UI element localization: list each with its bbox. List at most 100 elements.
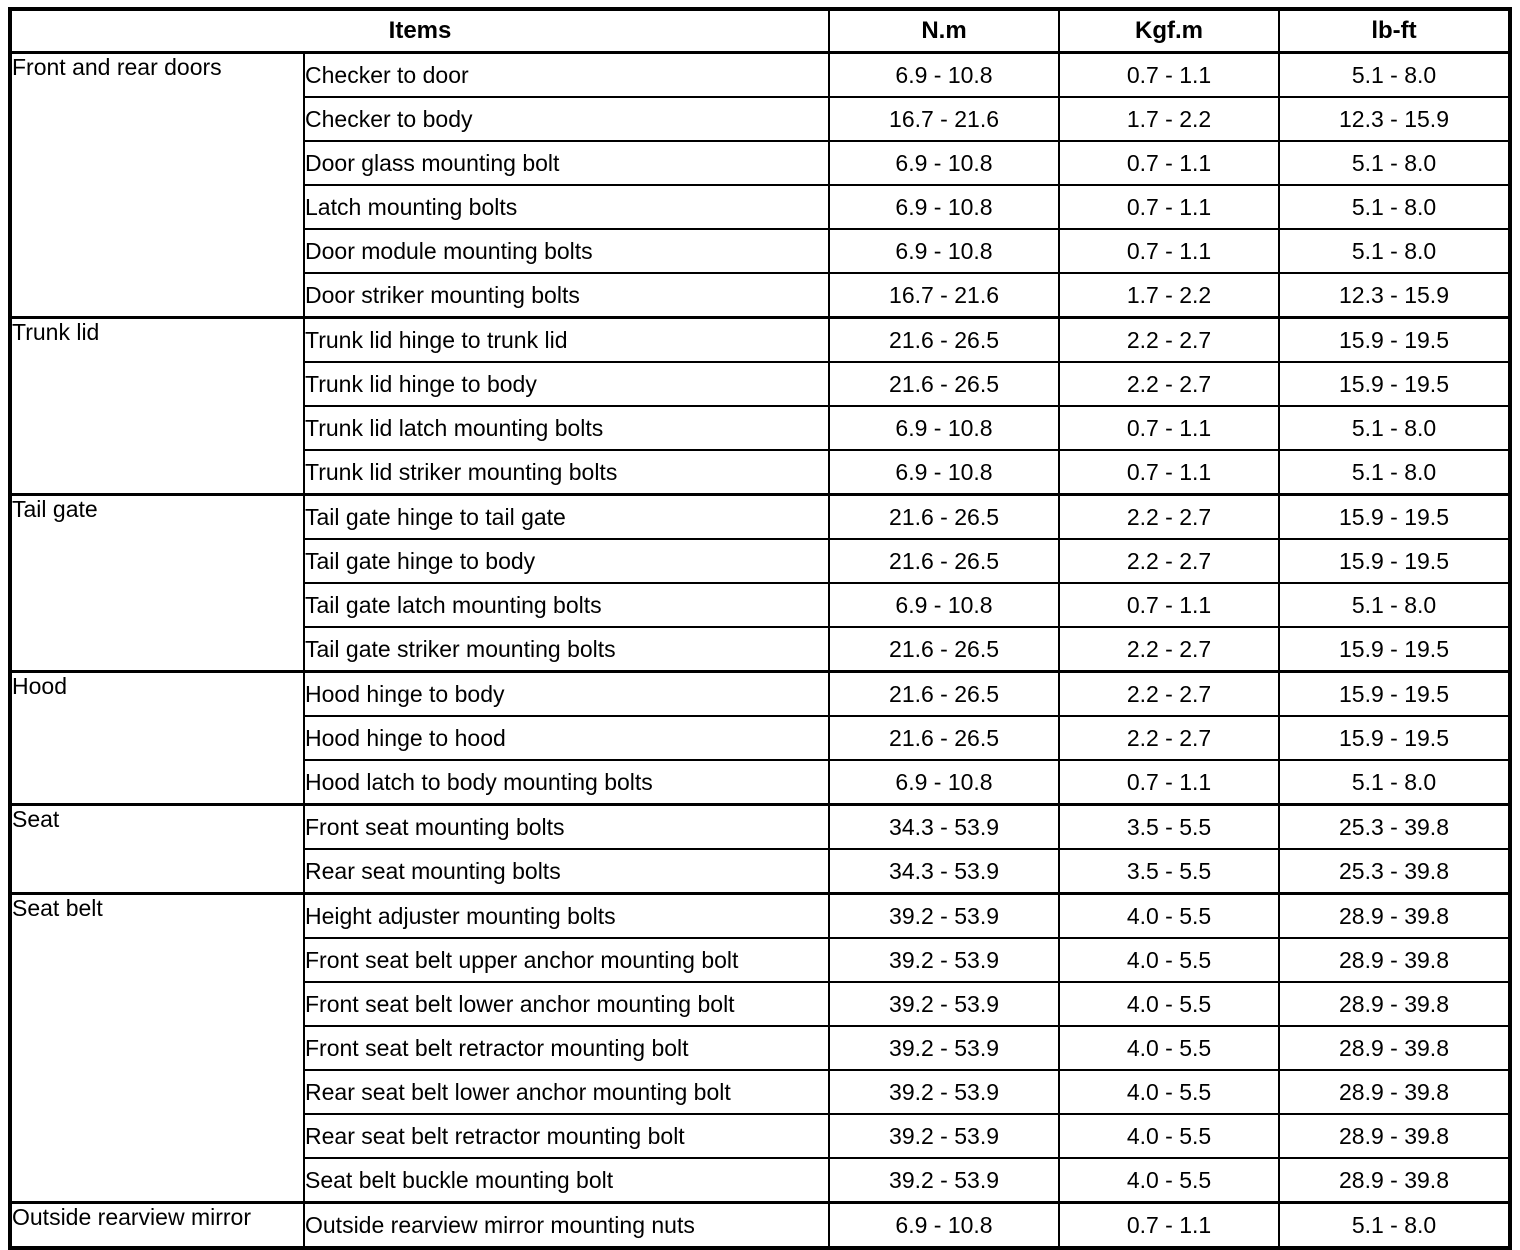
- nm-value: 21.6 - 26.5: [828, 670, 1061, 717]
- item-cell: Hood hinge to body: [302, 670, 831, 717]
- table-row: Tail gate hinge to body 21.6 - 26.5 2.2 - …: [10, 538, 1511, 584]
- kgfm-value: 2.2 - 2.7: [1058, 316, 1281, 363]
- kgfm-value: 4.0 - 5.5: [1058, 937, 1281, 983]
- nm-value: 6.9 - 10.8: [828, 51, 1061, 98]
- lbft-value: 5.1 - 8.0: [1278, 51, 1511, 98]
- item-cell: Door glass mounting bolt: [302, 140, 831, 186]
- lbft-value: 15.9 - 19.5: [1278, 538, 1511, 584]
- item-cell: Front seat mounting bolts: [302, 803, 831, 850]
- kgfm-value: 4.0 - 5.5: [1058, 1025, 1281, 1071]
- item-cell: Seat belt buckle mounting bolt: [302, 1157, 831, 1204]
- item-cell: Rear seat belt retractor mounting bolt: [302, 1113, 831, 1159]
- kgfm-value: 2.2 - 2.7: [1058, 715, 1281, 761]
- lbft-value: 15.9 - 19.5: [1278, 670, 1511, 717]
- lbft-value: 28.9 - 39.8: [1278, 1069, 1511, 1115]
- table-row: Front seat belt retractor mounting bolt 3…: [10, 1025, 1511, 1071]
- lbft-value: 28.9 - 39.8: [1278, 1025, 1511, 1071]
- nm-value: 16.7 - 21.6: [828, 96, 1061, 142]
- table-row: Trunk lid hinge to body 21.6 - 26.5 2.2 - …: [10, 361, 1511, 407]
- table-row: Rear seat mounting bolts 34.3 - 53.9 3.5 -…: [10, 848, 1511, 895]
- table-body: Front and rear doors Checker to door 6.9 -…: [9, 51, 1511, 1249]
- lbft-value: 15.9 - 19.5: [1278, 316, 1511, 363]
- kgfm-value: 0.7 - 1.1: [1058, 759, 1281, 806]
- lbft-value: 28.9 - 39.8: [1278, 937, 1511, 983]
- nm-value: 39.2 - 53.9: [828, 892, 1061, 939]
- table-row: Outside rearview mirror Outside rearview …: [9, 1201, 1511, 1249]
- nm-value: 21.6 - 26.5: [828, 626, 1061, 673]
- item-cell: Height adjuster mounting bolts: [302, 892, 831, 939]
- lbft-value: 15.9 - 19.5: [1278, 626, 1511, 673]
- lbft-value: 25.3 - 39.8: [1278, 803, 1511, 850]
- header-row: Items N.m Kgf.m lb-ft: [8, 8, 1511, 54]
- nm-value: 21.6 - 26.5: [828, 538, 1061, 584]
- nm-value: 6.9 - 10.8: [828, 405, 1061, 451]
- table-row: Hood hinge to hood 21.6 - 26.5 2.2 - 2.7 15…: [10, 715, 1511, 761]
- torque-spec-table: Items N.m Kgf.m lb-ft Front and rear doo…: [8, 7, 1512, 1250]
- nm-value: 39.2 - 53.9: [828, 981, 1061, 1027]
- header-lbft: lb-ft: [1278, 8, 1511, 54]
- lbft-value: 28.9 - 39.8: [1278, 1157, 1511, 1204]
- nm-value: 6.9 - 10.8: [828, 228, 1061, 274]
- nm-value: 21.6 - 26.5: [828, 316, 1061, 363]
- kgfm-value: 0.7 - 1.1: [1058, 582, 1281, 628]
- kgfm-value: 2.2 - 2.7: [1058, 493, 1281, 540]
- nm-value: 16.7 - 21.6: [828, 272, 1061, 319]
- item-cell: Door striker mounting bolts: [302, 272, 831, 319]
- item-cell: Checker to door: [302, 51, 831, 98]
- nm-value: 39.2 - 53.9: [828, 937, 1061, 983]
- table-row: Tail gate latch mounting bolts 6.9 - 10.8…: [10, 582, 1511, 628]
- category-cell: Tail gate: [9, 493, 305, 673]
- item-cell: Door module mounting bolts: [302, 228, 831, 274]
- lbft-value: 5.1 - 8.0: [1278, 140, 1511, 186]
- kgfm-value: 4.0 - 5.5: [1058, 1157, 1281, 1204]
- kgfm-value: 4.0 - 5.5: [1058, 892, 1281, 939]
- table-row: Door glass mounting bolt 6.9 - 10.8 0.7 - …: [10, 140, 1511, 186]
- kgfm-value: 0.7 - 1.1: [1058, 449, 1281, 496]
- header-items: Items: [8, 8, 831, 54]
- table-row: Hood Hood hinge to body 21.6 - 26.5 2.2 - 2…: [9, 670, 1511, 806]
- nm-value: 34.3 - 53.9: [828, 848, 1061, 895]
- item-cell: Tail gate striker mounting bolts: [302, 626, 831, 673]
- nm-value: 6.9 - 10.8: [828, 1201, 1061, 1249]
- nm-value: 39.2 - 53.9: [828, 1113, 1061, 1159]
- item-cell: Trunk lid hinge to trunk lid: [302, 316, 831, 363]
- table-row: Front and rear doors Checker to door 6.9 -…: [9, 51, 1511, 319]
- kgfm-value: 1.7 - 2.2: [1058, 272, 1281, 319]
- item-cell: Trunk lid latch mounting bolts: [302, 405, 831, 451]
- lbft-value: 12.3 - 15.9: [1278, 272, 1511, 319]
- table-row: Trunk lid striker mounting bolts 6.9 - 10…: [10, 449, 1511, 496]
- category-cell: Seat belt: [9, 892, 305, 1204]
- table-row: Seat belt Height adjuster mounting bolts 3…: [9, 892, 1511, 1204]
- kgfm-value: 0.7 - 1.1: [1058, 140, 1281, 186]
- lbft-value: 15.9 - 19.5: [1278, 361, 1511, 407]
- kgfm-value: 2.2 - 2.7: [1058, 626, 1281, 673]
- table-row: Tail gate Tail gate hinge to tail gate 21.…: [9, 493, 1511, 673]
- nm-value: 21.6 - 26.5: [828, 715, 1061, 761]
- lbft-value: 5.1 - 8.0: [1278, 1201, 1511, 1249]
- item-cell: Hood hinge to hood: [302, 715, 831, 761]
- table-row: Front seat belt upper anchor mounting bo…: [10, 937, 1511, 983]
- lbft-value: 12.3 - 15.9: [1278, 96, 1511, 142]
- lbft-value: 15.9 - 19.5: [1278, 493, 1511, 540]
- kgfm-value: 4.0 - 5.5: [1058, 1113, 1281, 1159]
- table-row: Tail gate striker mounting bolts 21.6 - 2…: [10, 626, 1511, 673]
- header-kgfm: Kgf.m: [1058, 8, 1281, 54]
- header-nm: N.m: [828, 8, 1061, 54]
- item-cell: Checker to body: [302, 96, 831, 142]
- table-row: Trunk lid latch mounting bolts 6.9 - 10.8…: [10, 405, 1511, 451]
- nm-value: 21.6 - 26.5: [828, 493, 1061, 540]
- kgfm-value: 4.0 - 5.5: [1058, 1069, 1281, 1115]
- item-cell: Outside rearview mirror mounting nuts: [302, 1201, 831, 1249]
- category-cell: Trunk lid: [9, 316, 305, 496]
- table-row: Trunk lid Trunk lid hinge to trunk lid 21.…: [9, 316, 1511, 496]
- table-row: Front seat belt lower anchor mounting bo…: [10, 981, 1511, 1027]
- lbft-value: 5.1 - 8.0: [1278, 582, 1511, 628]
- nm-value: 39.2 - 53.9: [828, 1157, 1061, 1204]
- lbft-value: 5.1 - 8.0: [1278, 449, 1511, 496]
- lbft-value: 15.9 - 19.5: [1278, 715, 1511, 761]
- table-row: Door striker mounting bolts 16.7 - 21.6 1.…: [10, 272, 1511, 319]
- item-cell: Front seat belt retractor mounting bolt: [302, 1025, 831, 1071]
- nm-value: 6.9 - 10.8: [828, 449, 1061, 496]
- torque-spec-page: Items N.m Kgf.m lb-ft Front and rear doo…: [8, 7, 1512, 1250]
- kgfm-value: 0.7 - 1.1: [1058, 405, 1281, 451]
